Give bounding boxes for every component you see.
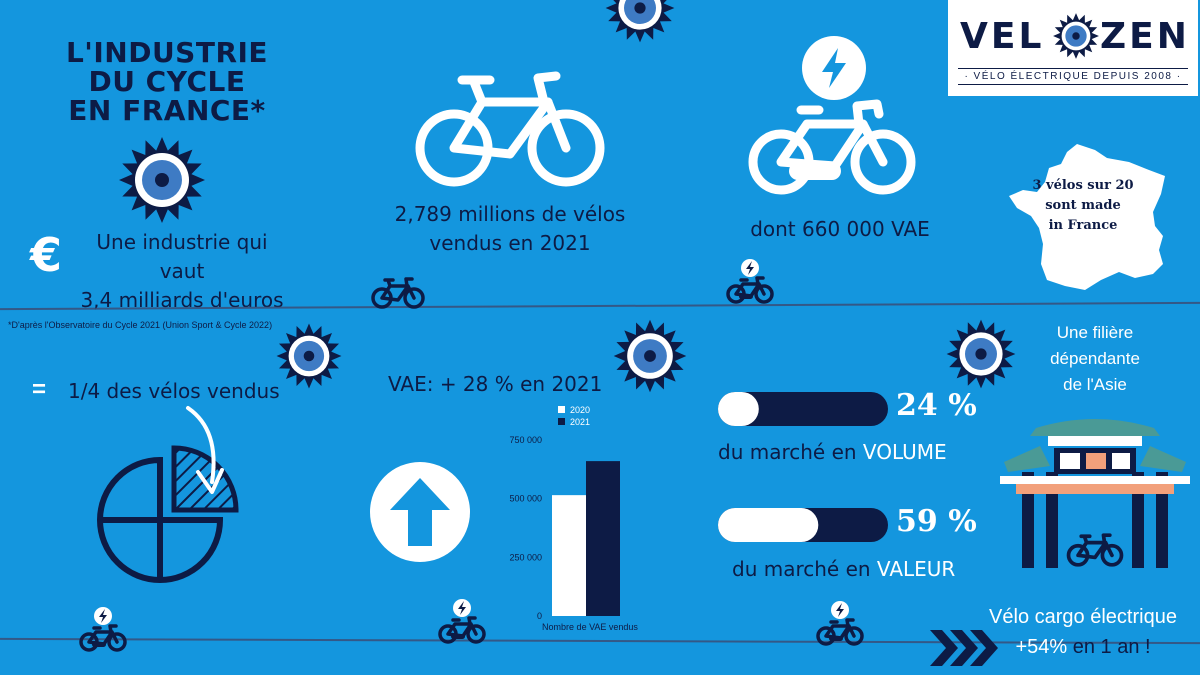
logo-box: VEL ZEN · VÉLO ÉLECTRIQUE DEPUIS 2008 · [948,0,1198,96]
title-line-1: L'INDUSTRIE [65,36,269,69]
cargo-period: en 1 an ! [1067,636,1151,658]
valeur-prefix: du marché en [732,557,877,581]
france-text: 3 vélos sur 20 sont made in France [1028,176,1138,236]
logo-wordmark: VEL ZEN [960,12,1187,60]
footnote: *D'après l'Observatoire du Cycle 2021 (U… [8,320,273,330]
france-line-1: 3 vélos sur 20 [1032,178,1134,193]
volume-highlight: VOLUME [862,440,947,464]
title-line-3: EN FRANCE* [68,94,266,127]
sun-icon [119,137,205,223]
legend-swatch-2020 [558,406,565,413]
y-tick-label: 500 000 [509,494,542,504]
legend-label-2020: 2020 [570,405,590,415]
cargo-line-1: Vélo cargo électrique [989,606,1177,628]
lightning-icon [802,36,866,100]
asian-gate-icon [1000,419,1190,568]
sales-line-2: vendus en 2021 [429,231,591,255]
cargo-percent: +54% [1015,636,1068,658]
valeur-percent: 59 % [896,504,977,539]
ebike-icon [726,259,774,304]
france-line-3: in France [1048,218,1118,233]
growth-text: VAE: + 28 % en 2021 [388,372,603,396]
progress-fill [718,508,819,542]
y-tick-label: 0 [537,611,542,621]
bar-2020 [552,495,586,616]
y-tick-label: 250 000 [509,552,542,562]
logo-right-text: ZEN [1100,16,1190,57]
logo-tagline: · VÉLO ÉLECTRIQUE DEPUIS 2008 · [958,68,1188,85]
quarter-text: 1/4 des vélos vendus [68,379,280,403]
ebike-icon [816,601,864,646]
arrow-up-icon [370,462,470,562]
asia-text: Une filière dépendante de l'Asie [1030,320,1160,398]
page-title: L'INDUSTRIE DU CYCLE EN FRANCE* [48,38,286,125]
cargo-text: Vélo cargo électrique +54% en 1 an ! [968,602,1198,662]
vae-text: dont 660 000 VAE [750,217,930,241]
bicycle-icon [1066,533,1124,567]
sun-icon [276,323,342,389]
x-axis-label: Nombre de VAE vendus [542,622,638,632]
france-line-2: sont made [1045,198,1121,213]
equals-icon: = [32,376,47,403]
logo-left-text: VEL [960,16,1045,57]
cargo-line-2: +54% en 1 an ! [968,632,1198,662]
sun-icon [613,319,687,393]
ebike-icon [79,607,127,652]
sun-icon [605,0,675,43]
asia-line-1: Une filière [1056,323,1134,342]
volume-text: du marché en VOLUME [718,438,947,467]
y-tick-label: 750 000 [509,435,542,445]
chevrons-right-icon [930,630,998,666]
volume-percent: 24 % [896,388,977,423]
ebike-icon [748,99,916,195]
curved-arrow-icon [186,406,224,494]
bicycle-icon [371,277,425,309]
industry-line-2: 3,4 milliards d'euros [80,288,284,312]
france-map-icon [1009,144,1165,290]
asia-line-2: dépendante [1050,349,1140,368]
industry-value-text: Une industrie qui vaut 3,4 milliards d'e… [72,228,292,315]
volume-progress-bar [718,392,888,426]
valeur-progress-bar [718,508,888,542]
progress-fill [718,392,759,426]
industry-line-1: Une industrie qui vaut [96,230,268,283]
asia-line-3: de l'Asie [1063,375,1127,394]
valeur-text: du marché en VALEUR [732,555,955,584]
legend-swatch-2021 [558,418,565,425]
bicycle-icon [415,71,605,187]
title-line-2: DU CYCLE [88,65,246,98]
legend-label-2021: 2021 [570,417,590,427]
sales-text: 2,789 millions de vélos vendus en 2021 [385,200,635,258]
sales-line-1: 2,789 millions de vélos [394,202,626,226]
logo-sun-icon [1053,13,1099,59]
euro-icon: € [30,228,63,282]
bar-2021 [586,461,620,616]
sun-icon [946,319,1016,389]
valeur-highlight: VALEUR [876,557,956,581]
volume-prefix: du marché en [718,440,863,464]
ebike-icon [438,599,486,644]
